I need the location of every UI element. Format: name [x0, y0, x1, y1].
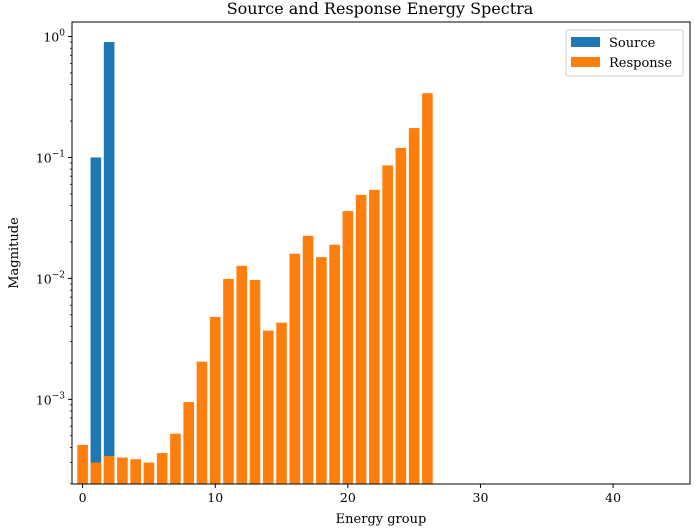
legend-label-source: Source	[609, 36, 656, 51]
y-tick-label: 10−3	[36, 391, 65, 407]
legend-swatch-source	[571, 37, 600, 47]
x-axis-label: Energy group	[336, 512, 427, 527]
bar-response-8	[183, 402, 195, 484]
bar-response-20	[342, 211, 354, 484]
bar-response-18	[316, 257, 327, 484]
legend-swatch-response	[571, 57, 600, 67]
x-tick-label: 10	[207, 490, 223, 505]
bar-response-26	[422, 93, 433, 485]
bar-response-1	[90, 462, 102, 484]
bar-response-7	[170, 433, 181, 484]
y-axis-label: Magnitude	[7, 217, 22, 289]
bar-response-21	[355, 194, 367, 485]
bar-response-0	[77, 444, 88, 484]
bars-layer	[77, 42, 433, 485]
x-tick-label: 40	[605, 490, 621, 505]
x-axis: 0 10 20 30 40	[79, 484, 621, 505]
y-tick-label: 10−1	[36, 149, 65, 165]
bar-response-4	[130, 459, 141, 484]
bar-response-15	[276, 322, 287, 484]
chart-title: Source and Response Energy Spectra	[227, 0, 534, 18]
bar-response-5	[143, 462, 155, 484]
legend-label-response: Response	[609, 56, 672, 71]
bar-response-16	[289, 253, 301, 484]
bar-response-17	[302, 235, 314, 484]
bar-response-3	[117, 457, 128, 484]
bar-response-9	[196, 361, 208, 484]
bar-source-2	[103, 42, 115, 485]
bar-response-2	[103, 456, 115, 484]
bar-response-13	[249, 280, 261, 484]
bar-response-12	[236, 265, 248, 484]
bar-response-14	[262, 330, 274, 484]
bar-response-24	[395, 147, 407, 484]
y-axis: 10−3 10−2 10−1 100	[36, 29, 72, 485]
bar-response-22	[369, 189, 380, 484]
bar-response-10	[209, 316, 221, 484]
bar-response-6	[156, 453, 168, 484]
x-tick-label: 30	[473, 490, 489, 505]
bar-source-1	[90, 157, 102, 484]
y-tick-label: 10−2	[36, 270, 65, 286]
x-tick-label: 20	[340, 490, 356, 505]
x-tick-label: 0	[79, 490, 87, 505]
y-tick-label: 100	[43, 29, 65, 45]
bar-response-25	[408, 128, 420, 484]
plot-frame	[71, 21, 691, 485]
bar-response-19	[329, 244, 340, 484]
bar-response-11	[223, 278, 234, 484]
legend: Source Response	[565, 29, 684, 77]
bar-response-23	[382, 165, 393, 484]
